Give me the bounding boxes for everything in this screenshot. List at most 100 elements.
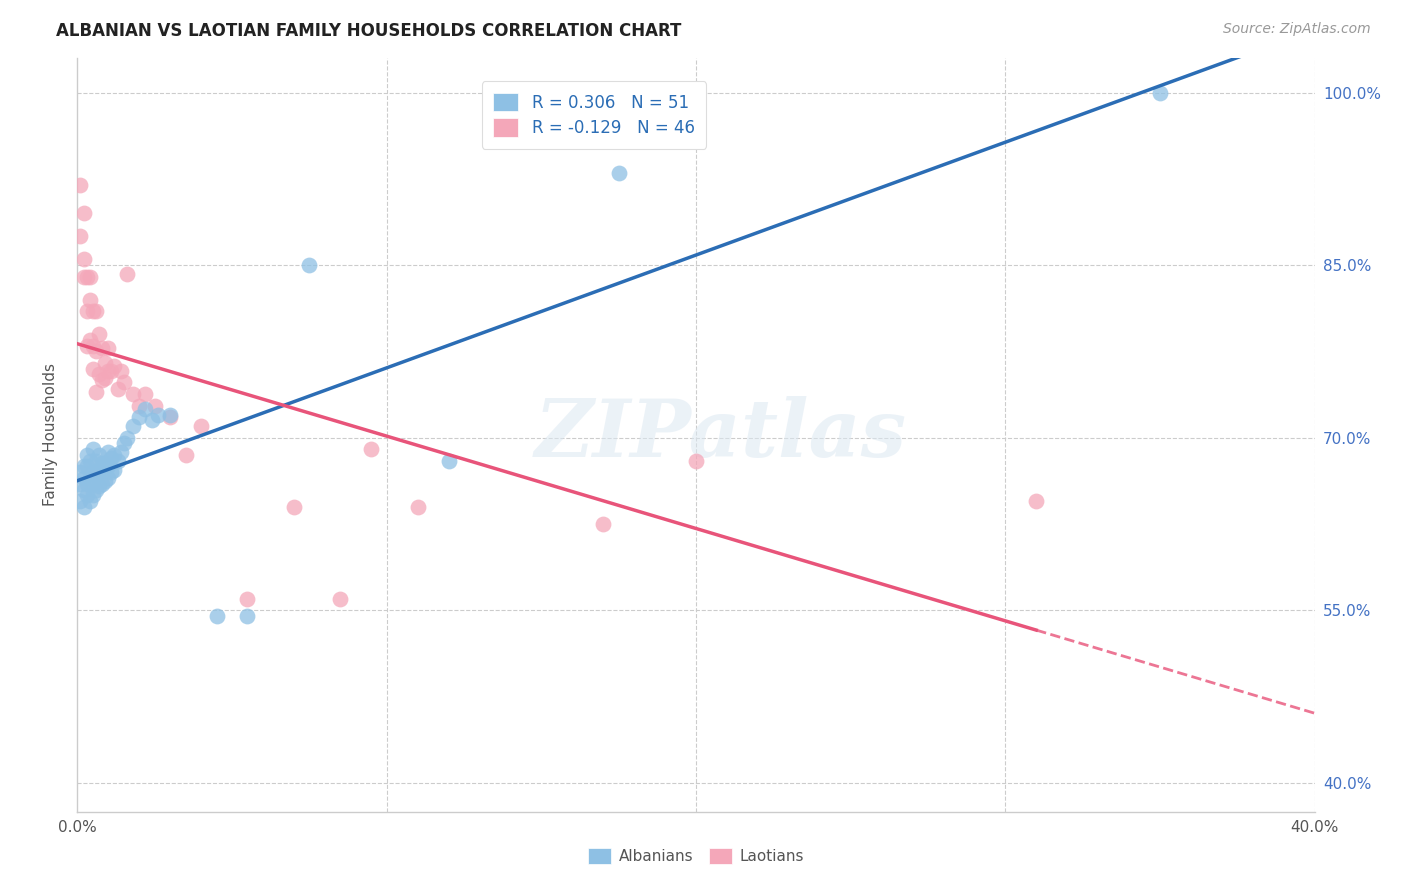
Point <box>79 269 101 284</box>
Point <box>91 373 114 387</box>
Point <box>82 361 104 376</box>
Point <box>87 448 110 462</box>
Point <box>79 471 101 485</box>
Point <box>87 479 110 493</box>
Legend: Albanians, Laotians: Albanians, Laotians <box>581 840 811 871</box>
Point <box>84 454 107 468</box>
Point <box>115 268 138 282</box>
Point <box>128 399 150 413</box>
Point <box>236 609 259 624</box>
Point <box>107 383 129 397</box>
Point <box>82 476 104 491</box>
Point <box>79 293 101 307</box>
Point <box>112 436 135 450</box>
Point <box>87 368 110 382</box>
Point <box>128 410 150 425</box>
Point <box>94 356 117 370</box>
Point <box>329 591 352 606</box>
Point <box>72 206 94 220</box>
Point <box>84 467 107 482</box>
Point <box>115 431 138 445</box>
Point <box>84 384 107 399</box>
Point <box>122 419 145 434</box>
Point <box>94 475 117 489</box>
Text: ALBANIAN VS LAOTIAN FAMILY HOUSEHOLDS CORRELATION CHART: ALBANIAN VS LAOTIAN FAMILY HOUSEHOLDS CO… <box>56 22 682 40</box>
Point <box>82 442 104 457</box>
Point <box>122 387 145 401</box>
Point <box>79 454 101 468</box>
Point <box>84 304 107 318</box>
Point <box>97 444 120 458</box>
Point <box>100 465 122 479</box>
Point <box>87 327 110 342</box>
Text: Source: ZipAtlas.com: Source: ZipAtlas.com <box>1223 22 1371 37</box>
Point <box>69 178 91 192</box>
Point <box>437 454 460 468</box>
Point <box>79 333 101 347</box>
Point <box>76 269 98 284</box>
Point <box>69 229 91 244</box>
Point <box>1025 494 1047 508</box>
Point <box>103 359 125 374</box>
Point <box>72 459 94 474</box>
Point <box>76 488 98 502</box>
Point <box>72 471 94 485</box>
Point <box>174 448 197 462</box>
Point <box>190 419 212 434</box>
Point <box>205 609 228 624</box>
Point <box>72 500 94 514</box>
Y-axis label: Family Households: Family Households <box>44 363 58 507</box>
Point <box>1149 86 1171 100</box>
Point <box>134 387 156 401</box>
Point <box>141 413 163 427</box>
Point <box>76 339 98 353</box>
Point <box>82 339 104 353</box>
Point <box>134 401 156 416</box>
Point <box>107 454 129 468</box>
Point <box>283 500 305 514</box>
Point <box>94 456 117 470</box>
Point <box>236 591 259 606</box>
Point <box>79 494 101 508</box>
Point <box>159 408 181 422</box>
Point <box>110 444 132 458</box>
Point <box>97 459 120 474</box>
Point <box>146 408 169 422</box>
Point <box>97 341 120 355</box>
Point <box>84 344 107 359</box>
Point <box>72 252 94 267</box>
Point <box>100 451 122 466</box>
Point <box>592 516 614 531</box>
Point <box>143 399 166 413</box>
Point <box>685 454 707 468</box>
Point <box>76 304 98 318</box>
Point <box>76 448 98 462</box>
Point <box>82 488 104 502</box>
Point <box>72 269 94 284</box>
Point <box>91 476 114 491</box>
Point <box>87 463 110 477</box>
Point <box>76 476 98 491</box>
Point <box>84 483 107 497</box>
Point <box>97 364 120 378</box>
Text: ZIPatlas: ZIPatlas <box>534 396 907 474</box>
Point <box>69 476 91 491</box>
Point <box>91 341 114 355</box>
Point <box>97 471 120 485</box>
Point <box>103 448 125 462</box>
Point <box>103 463 125 477</box>
Point <box>91 456 114 470</box>
Point <box>159 410 181 425</box>
Point <box>72 483 94 497</box>
Point <box>94 371 117 385</box>
Point <box>82 465 104 479</box>
Point <box>69 494 91 508</box>
Point <box>406 500 429 514</box>
Point <box>607 166 630 180</box>
Point <box>110 364 132 378</box>
Point <box>360 442 382 457</box>
Point <box>298 258 321 272</box>
Point <box>112 376 135 390</box>
Point <box>82 304 104 318</box>
Point <box>76 459 98 474</box>
